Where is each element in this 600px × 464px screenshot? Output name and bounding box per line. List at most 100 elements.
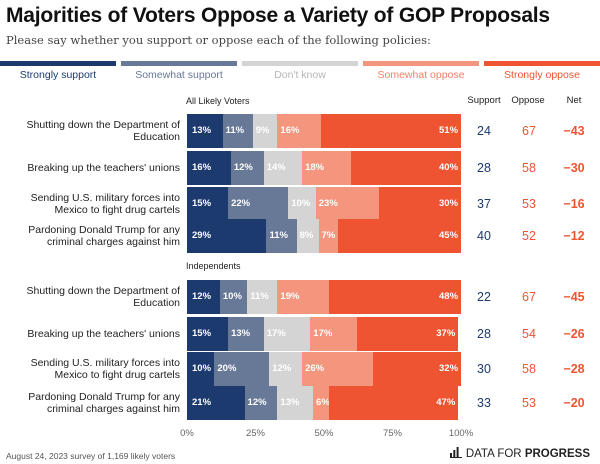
bar-value-label: 45% xyxy=(439,230,459,241)
bar-value-label: 12% xyxy=(233,162,253,173)
policy-label: Breaking up the teachers' unions xyxy=(27,327,180,340)
bar-value-label: 37% xyxy=(436,328,456,339)
bar-segment xyxy=(337,219,461,253)
bar-segment xyxy=(244,386,278,420)
bar-segment xyxy=(315,187,379,221)
bar-value-label: 47% xyxy=(436,397,456,408)
bar-value-label: 12% xyxy=(192,291,212,302)
bar-segment xyxy=(230,151,264,185)
net-value: −16 xyxy=(563,197,585,211)
bar-value-label: 10% xyxy=(192,363,212,374)
net-value: −43 xyxy=(563,124,585,138)
bar-segment xyxy=(222,114,253,148)
bar-value-label: 21% xyxy=(192,397,212,408)
bar-segment xyxy=(252,114,278,148)
logo-bars-icon xyxy=(449,447,462,458)
bar-segment xyxy=(187,386,245,420)
policy-label: Pardoning Donald Trump for any criminal … xyxy=(28,390,180,416)
net-value: −26 xyxy=(563,327,585,341)
support-value: 22 xyxy=(477,290,491,304)
bar-segment xyxy=(277,280,330,314)
legend-label: Strongly support xyxy=(19,69,97,81)
legend-swatch xyxy=(0,61,116,66)
bar-segment xyxy=(313,386,330,420)
support-value: 40 xyxy=(477,229,491,243)
bar-value-label: 23% xyxy=(318,198,338,209)
bar-value-label: 17% xyxy=(266,328,286,339)
support-value: 30 xyxy=(477,362,491,376)
bar-value-label: 10% xyxy=(222,291,242,302)
bar-value-label: 48% xyxy=(439,291,459,302)
policy-label: Pardoning Donald Trump for any criminal … xyxy=(28,223,180,249)
bar-segment xyxy=(266,219,297,253)
bar-value-label: 11% xyxy=(250,291,269,302)
logo-bold: PROGRESS xyxy=(524,448,590,460)
bar-segment xyxy=(277,386,314,420)
legend-item: Somewhat support xyxy=(121,61,237,87)
legend-swatch xyxy=(484,61,600,66)
oppose-value: 53 xyxy=(522,197,536,211)
group-label: Independents xyxy=(186,261,241,271)
bar-segment xyxy=(187,187,229,221)
bar-value-label: 19% xyxy=(280,291,300,302)
bar-segment xyxy=(228,317,264,351)
bar-segment xyxy=(214,352,270,386)
data-for-progress-logo: DATA FOR PROGRESS xyxy=(449,447,590,460)
support-header: Support xyxy=(467,95,501,106)
x-tick-label: 75% xyxy=(382,428,402,439)
bar-value-label: 29% xyxy=(192,230,212,241)
oppose-value: 67 xyxy=(522,124,536,138)
bar-value-label: 20% xyxy=(217,363,237,374)
oppose-value: 58 xyxy=(522,362,536,376)
oppose-value: 54 xyxy=(522,327,536,341)
bar-segment xyxy=(187,280,220,314)
oppose-value: 53 xyxy=(522,396,536,410)
policy-label: Shutting down the Department of Educatio… xyxy=(26,284,180,310)
net-value: −20 xyxy=(563,396,585,410)
legend-item: Somewhat oppose xyxy=(363,61,479,87)
oppose-value: 58 xyxy=(522,161,536,175)
bar-value-label: 16% xyxy=(192,162,212,173)
bar-value-label: 16% xyxy=(280,125,300,136)
legend-swatch xyxy=(242,61,358,66)
x-tick-label: 100% xyxy=(448,428,474,439)
bar-value-label: 40% xyxy=(439,162,459,173)
bar-value-label: 7% xyxy=(321,230,336,241)
x-tick-label: 0% xyxy=(180,428,194,439)
bar-segment xyxy=(187,317,229,351)
bar-segment xyxy=(351,151,461,185)
group-label: All Likely Voters xyxy=(186,96,250,106)
support-value: 37 xyxy=(477,197,491,211)
chart-subtitle: Please say whether you support or oppose… xyxy=(6,33,431,47)
bar-segment xyxy=(269,352,303,386)
support-value: 33 xyxy=(477,396,491,410)
bar-value-label: 13% xyxy=(231,328,251,339)
chart-title: Majorities of Voters Oppose a Variety of… xyxy=(6,4,550,27)
bar-segment xyxy=(310,317,357,351)
legend-label: Don't know xyxy=(274,69,326,81)
bar-segment xyxy=(296,219,319,253)
bar-segment xyxy=(219,280,248,314)
net-value: −12 xyxy=(563,229,585,243)
bar-value-label: 51% xyxy=(439,125,459,136)
bar-value-label: 12% xyxy=(272,363,292,374)
bar-value-label: 26% xyxy=(305,363,325,374)
oppose-value: 67 xyxy=(522,290,536,304)
bar-value-label: 18% xyxy=(305,162,325,173)
bar-segment xyxy=(329,280,461,314)
bar-value-label: 12% xyxy=(247,397,267,408)
net-value: −45 xyxy=(563,290,585,304)
legend-label: Somewhat support xyxy=(135,69,223,81)
legend-swatch xyxy=(121,61,237,66)
legend-label: Somewhat oppose xyxy=(377,69,465,81)
footer-note: August 24, 2023 survey of 1,169 likely v… xyxy=(6,451,176,461)
x-tick-label: 50% xyxy=(314,428,334,439)
bar-value-label: 14% xyxy=(266,162,286,173)
bar-value-label: 6% xyxy=(316,397,330,408)
bar-value-label: 15% xyxy=(192,328,212,339)
bar-segment xyxy=(318,219,338,253)
bar-segment xyxy=(247,280,278,314)
bar-value-label: 11% xyxy=(225,125,245,136)
net-value: −30 xyxy=(563,161,585,175)
bar-value-label: 13% xyxy=(192,125,212,136)
